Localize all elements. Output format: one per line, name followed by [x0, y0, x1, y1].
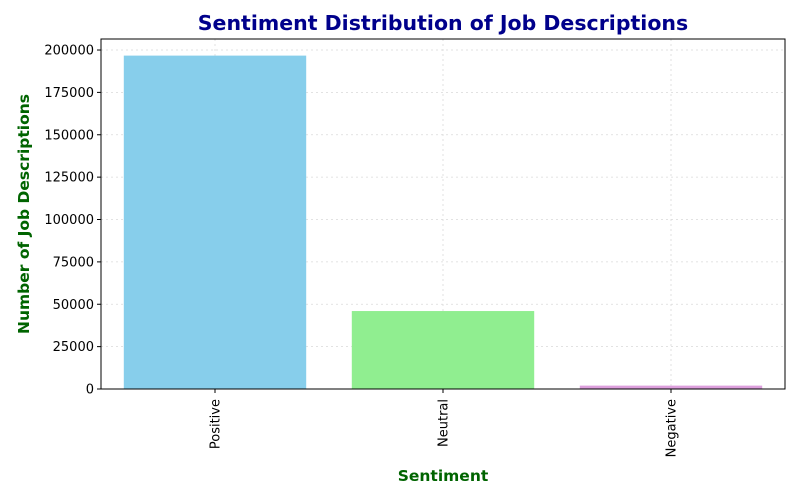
- x-axis-ticks: Positive Neutral Negative: [209, 389, 680, 457]
- y-tick-label: 175000: [44, 86, 94, 101]
- y-tick-label: 75000: [53, 255, 94, 270]
- bar-negative: [579, 385, 763, 389]
- bar-neutral: [351, 311, 535, 389]
- x-tick-label: Neutral: [437, 399, 452, 447]
- bars: [123, 55, 763, 389]
- bar-positive: [123, 55, 307, 389]
- y-tick-label: 100000: [44, 213, 94, 228]
- y-tick-label: 150000: [44, 128, 94, 143]
- y-tick-label: 25000: [53, 340, 94, 355]
- y-tick-label: 200000: [44, 44, 94, 59]
- y-tick-label: 0: [86, 383, 94, 398]
- y-axis-ticks: 0 25000 50000 75000 100000 125000 150000 175000…: [44, 44, 101, 398]
- y-axis-label: Number of Job Descriptions: [15, 94, 33, 334]
- x-tick-label: Negative: [665, 399, 680, 457]
- y-tick-label: 50000: [53, 298, 94, 313]
- x-tick-label: Positive: [209, 399, 224, 449]
- x-axis-label: Sentiment: [398, 467, 489, 485]
- y-tick-label: 125000: [44, 171, 94, 186]
- chart-title: Sentiment Distribution of Job Descriptio…: [198, 11, 688, 35]
